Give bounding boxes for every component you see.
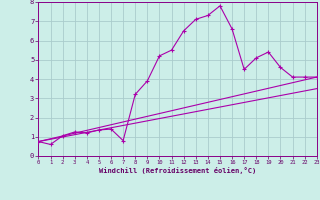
X-axis label: Windchill (Refroidissement éolien,°C): Windchill (Refroidissement éolien,°C) [99, 167, 256, 174]
